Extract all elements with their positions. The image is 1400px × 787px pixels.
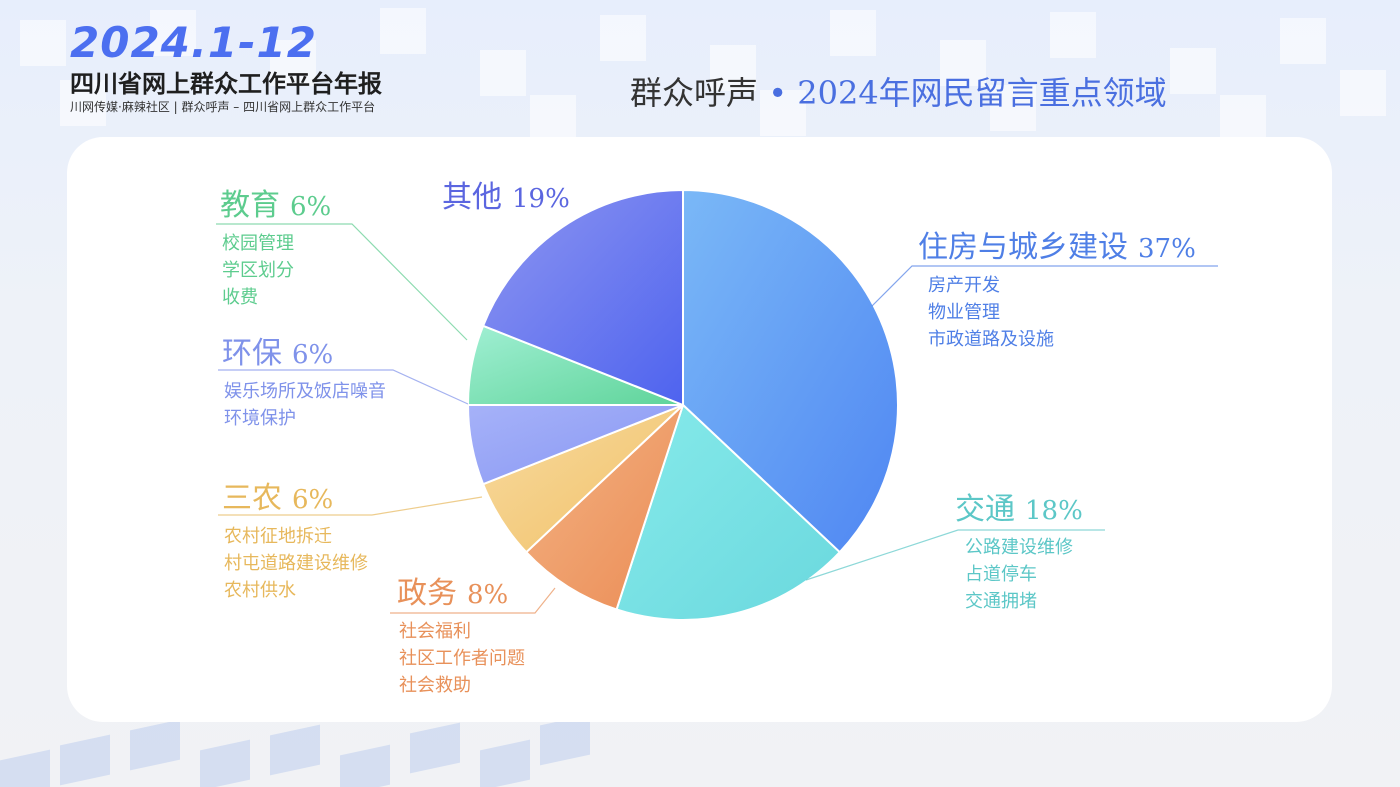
header-decoration [0,0,1400,140]
slice-label-education: 教育 6% 校园管理学区划分收费 [220,180,331,311]
slice-label-housing: 住房与城乡建设 37% 房产开发物业管理市政道路及设施 [918,222,1196,353]
slice-item: 收费 [222,287,258,308]
slice-label-other: 其他 19% [442,172,570,216]
report-subtitle: 川网传媒·麻辣社区 | 群众呼声 – 四川省网上群众工作平台 [70,100,376,114]
slice-item: 社区工作者问题 [399,648,525,669]
slice-percent-other: 19% [512,184,570,214]
slice-item: 校园管理 [222,233,294,254]
slice-label-agriculture: 三农 6% 农村征地拆迁村屯道路建设维修 农村供水 [222,473,368,604]
slice-item: 物业管理 [928,302,1000,323]
slice-title-government: 政务 8% [397,568,525,612]
slice-percent-government: 8% [467,580,509,610]
slice-label-traffic: 交通 18% 公路建设维修 占道停车交通拥堵 [955,484,1083,615]
pie-slice-government [524,404,684,611]
pie-slice-other [481,188,684,407]
leader-line-environment [218,369,469,405]
slice-item: 社会福利 [399,621,471,642]
slice-name-traffic: 交通 [955,492,1015,527]
page-title: 群众呼声 • 2024年网民留言重点领域 [630,68,1167,114]
slice-item: 娱乐场所及饭店噪音 [224,381,386,402]
slice-name-education: 教育 [220,188,280,223]
slice-item: 公路建设维修 [965,537,1073,558]
slice-item: 房产开发 [928,275,1000,296]
slice-title-environment: 环保 6% [222,328,386,372]
slice-title-education: 教育 6% [220,180,331,224]
pie-slice-housing [682,188,899,554]
report-title: 四川省网上群众工作平台年报 [70,70,382,98]
slice-percent-education: 6% [290,192,332,222]
slice-title-housing: 住房与城乡建设 37% [918,222,1196,266]
title-dot: • [768,74,788,112]
slice-item: 社会救助 [399,675,471,696]
title-main: 2024年网民留言重点领域 [797,74,1167,112]
slice-item: 交通拥堵 [965,591,1037,612]
slice-label-environment: 环保 6% 娱乐场所及饭店噪音 环境保护 [222,328,386,432]
slice-percent-traffic: 18% [1025,496,1083,526]
slice-items-education: 校园管理学区划分收费 [222,230,331,311]
slice-title-traffic: 交通 18% [955,484,1083,528]
slice-name-other: 其他 [442,180,502,215]
slice-name-agriculture: 三农 [222,481,282,516]
slice-title-other: 其他 19% [442,172,570,216]
leader-line-traffic [805,529,1105,581]
title-prefix: 群众呼声 [630,74,759,112]
report-year: 2024.1-12 [70,18,317,67]
slice-item: 环境保护 [224,408,296,429]
slice-item: 农村征地拆迁 [224,526,332,547]
leader-line-government [390,587,556,614]
slice-item: 占道停车 [965,564,1037,585]
slice-items-agriculture: 农村征地拆迁村屯道路建设维修 农村供水 [224,523,368,604]
slice-percent-environment: 6% [292,340,334,370]
slice-name-housing: 住房与城乡建设 [918,230,1128,265]
slice-name-government: 政务 [397,576,457,611]
slice-items-traffic: 公路建设维修 占道停车交通拥堵 [965,534,1083,615]
slice-name-environment: 环保 [222,336,282,371]
leader-line-education [216,223,468,341]
slice-label-government: 政务 8% 社会福利社区工作者问题 社会救助 [397,568,525,699]
slice-items-housing: 房产开发物业管理市政道路及设施 [928,272,1196,353]
slice-items-government: 社会福利社区工作者问题 社会救助 [399,618,525,699]
slice-title-agriculture: 三农 6% [222,473,368,517]
slice-percent-housing: 37% [1138,234,1196,264]
leader-line-agriculture [218,496,483,516]
slice-percent-agriculture: 6% [292,485,334,515]
slice-item: 市政道路及设施 [928,329,1054,350]
slice-item: 村屯道路建设维修 [224,553,368,574]
pie-slice-traffic [615,403,842,621]
leader-line-housing [871,265,1218,307]
slice-item: 学区划分 [222,260,294,281]
slice-items-environment: 娱乐场所及饭店噪音 环境保护 [224,378,386,432]
slice-item: 农村供水 [224,580,296,601]
